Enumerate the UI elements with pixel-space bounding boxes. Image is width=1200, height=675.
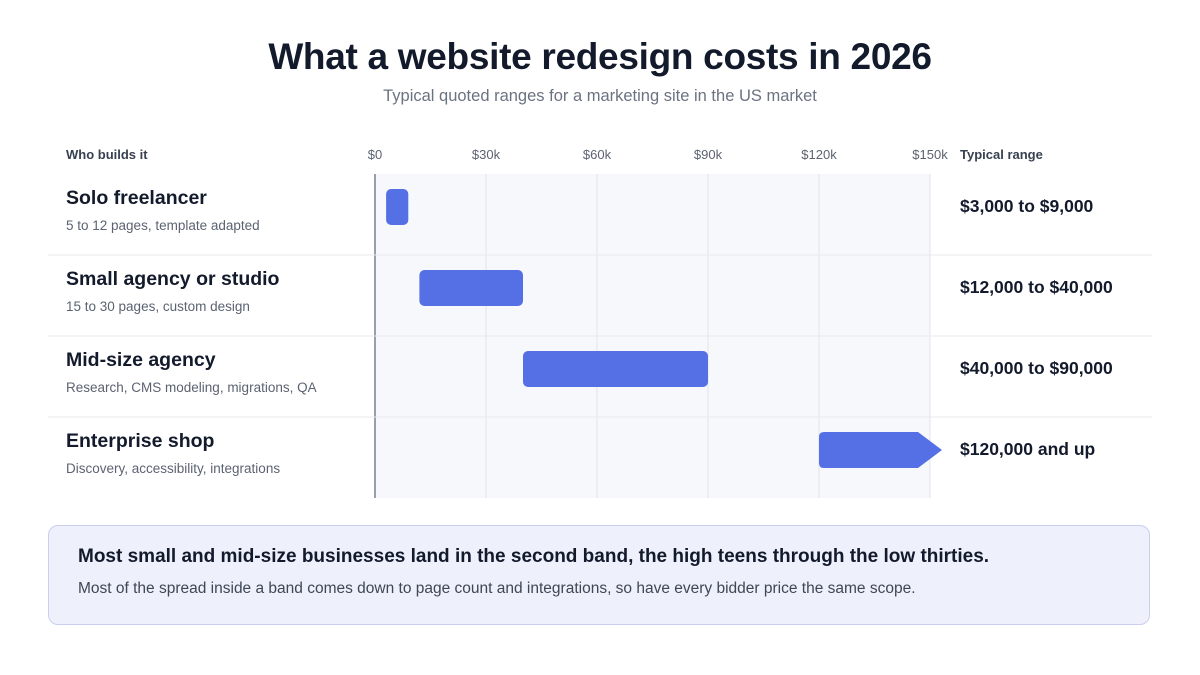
row-name: Mid-size agency (66, 349, 216, 371)
row-description: 5 to 12 pages, template adapted (66, 218, 260, 233)
row-range-label: $40,000 to $90,000 (960, 358, 1113, 378)
row-description: 15 to 30 pages, custom design (66, 299, 250, 314)
x-tick-label: $60k (583, 147, 612, 162)
row-label: Mid-size agency Research, CMS modeling, m… (66, 348, 366, 396)
x-tick-label: $120k (801, 147, 837, 162)
range-bar (523, 351, 708, 387)
row-range-label: $120,000 and up (960, 439, 1096, 459)
column-header-range: Typical range (960, 147, 1043, 162)
row-label: Solo freelancer 5 to 12 pages, template a… (66, 186, 366, 234)
x-tick-label: $90k (694, 147, 723, 162)
range-bar (386, 189, 409, 225)
x-tick-label: $150k (912, 147, 948, 162)
row-name: Solo freelancer (66, 187, 207, 209)
column-header-who: Who builds it (66, 147, 148, 162)
row-name: Small agency or studio (66, 268, 280, 290)
row-description: Research, CMS modeling, migrations, QA (66, 380, 317, 395)
row-label: Enterprise shop Discovery, accessibility,… (66, 429, 366, 477)
row-label: Small agency or studio 15 to 30 pages, cu… (66, 267, 366, 315)
callout-headline: Most small and mid-size businesses land … (78, 546, 990, 567)
page-title: What a website redesign costs in 2026 (268, 36, 932, 77)
row-description: Discovery, accessibility, integrations (66, 461, 281, 476)
callout-body: Most of the spread inside a band comes d… (78, 580, 916, 597)
range-chart: $0 $30k $60k $90k $120k $150k (48, 147, 1152, 498)
row-name: Enterprise shop (66, 430, 215, 452)
x-tick-label: $0 (368, 147, 382, 162)
row-range-label: $3,000 to $9,000 (960, 196, 1094, 216)
insight-callout: Most small and mid-size businesses land … (48, 525, 1150, 625)
page-subtitle: Typical quoted ranges for a marketing si… (383, 87, 817, 105)
row-range-label: $12,000 to $40,000 (960, 277, 1113, 297)
x-tick-label: $30k (472, 147, 501, 162)
range-bar-open-ended (819, 432, 942, 468)
range-bar (419, 270, 523, 306)
